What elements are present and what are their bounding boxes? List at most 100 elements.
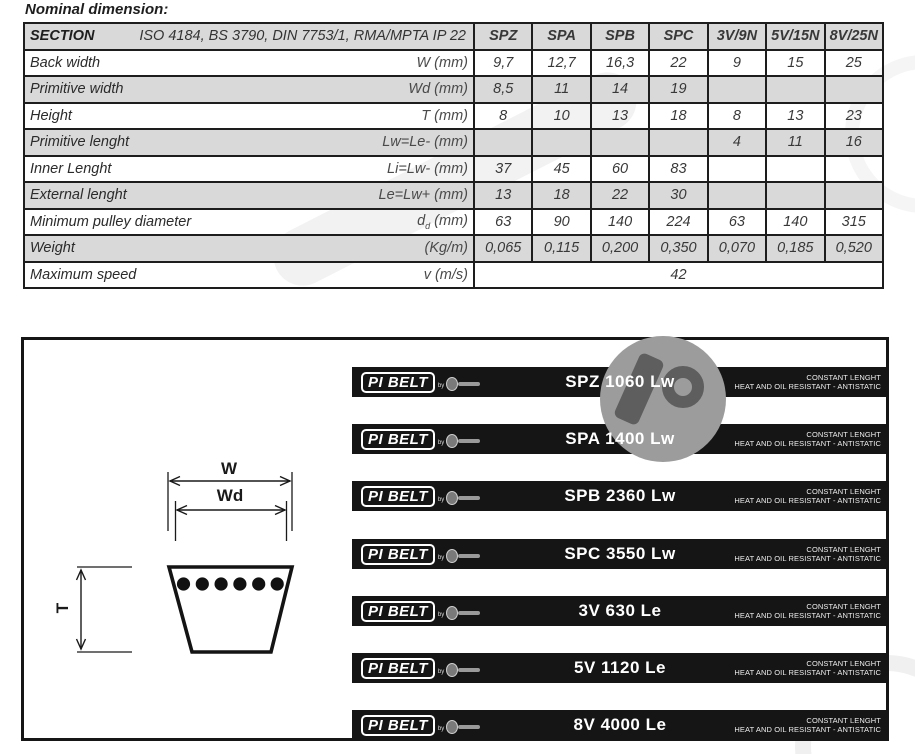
value-cell: 13 xyxy=(472,181,534,210)
row-label: External lenght xyxy=(30,187,127,204)
section-header-cell: SECTION ISO 4184, BS 3790, DIN 7753/1, R… xyxy=(23,22,475,51)
belt-properties-label: CONSTANT LENGHT HEAT AND OIL RESISTANT -… xyxy=(734,487,888,505)
pi-belt-logo: PI BELT xyxy=(361,657,435,679)
table-row: Height T (mm) 8 10 13 18 8 13 23 xyxy=(23,101,885,130)
pi-belt-logo: PI BELT xyxy=(361,714,435,736)
row-label: Primitive width xyxy=(30,81,124,98)
row-label: Maximum speed xyxy=(30,266,137,283)
value-cell: 140 xyxy=(765,207,826,236)
resistant-antistatic-label: HEAT AND OIL RESISTANT - ANTISTATIC xyxy=(734,668,881,677)
belt-code-label: 8V 4000 Le xyxy=(573,715,667,734)
row-label-cell: Maximum speed v (m/s) xyxy=(23,260,475,289)
brand-emblem-icon xyxy=(446,720,481,734)
table-row: Inner Lenght Li=Lw- (mm) 37 45 60 83 xyxy=(23,154,885,183)
row-unit: (Kg/m) xyxy=(424,240,469,257)
brand-emblem-icon xyxy=(446,377,481,391)
row-unit: T (mm) xyxy=(421,107,468,124)
belt-label-bar: PI BELT by 3V 630 Le CONSTANT LENGHT HEA… xyxy=(352,596,888,626)
row-unit: Li=Lw- (mm) xyxy=(387,160,468,177)
value-cell xyxy=(823,181,885,210)
wd-dimension-label: Wd xyxy=(217,486,243,505)
belt-label-bar: PI BELT by SPB 2360 Lw CONSTANT LENGHT H… xyxy=(352,481,888,511)
value-cell: 63 xyxy=(706,207,768,236)
value-cell: 83 xyxy=(648,154,709,183)
value-cell: 12,7 xyxy=(531,48,592,77)
value-cell: 22 xyxy=(589,181,651,210)
row-label-cell: Inner Lenght Li=Lw- (mm) xyxy=(23,154,475,183)
belt-properties-label: CONSTANT LENGHT HEAT AND OIL RESISTANT -… xyxy=(734,430,888,448)
value-cell: 10 xyxy=(531,101,592,130)
by-label: by xyxy=(437,612,445,618)
row-label: Weight xyxy=(30,240,75,257)
value-cell: 9 xyxy=(706,48,768,77)
brand-emblem-icon xyxy=(446,606,481,620)
row-label-cell: Minimum pulley diameter dd (mm) xyxy=(23,207,475,236)
row-unit: Wd (mm) xyxy=(408,81,468,98)
arrowhead-icon xyxy=(75,568,87,581)
row-unit: W (mm) xyxy=(416,54,468,71)
row-label: Minimum pulley diameter xyxy=(30,213,192,230)
value-cell: 16,3 xyxy=(589,48,651,77)
value-cell xyxy=(823,154,885,183)
arrowhead-icon xyxy=(274,504,287,516)
belt-properties-label: CONSTANT LENGHT HEAT AND OIL RESISTANT -… xyxy=(734,602,888,620)
belt-properties-label: CONSTANT LENGHT HEAT AND OIL RESISTANT -… xyxy=(734,373,888,391)
row-label-cell: Height T (mm) xyxy=(23,101,475,130)
value-cell: 0,115 xyxy=(531,234,592,263)
value-cell: 8,5 xyxy=(472,75,534,104)
row-unit: v (m/s) xyxy=(423,266,468,283)
resistant-antistatic-label: HEAT AND OIL RESISTANT - ANTISTATIC xyxy=(734,554,881,563)
w-dimension-label: W xyxy=(221,459,238,478)
value-cell xyxy=(472,128,534,157)
value-cell: 0,350 xyxy=(648,234,709,263)
row-unit: dd (mm) xyxy=(417,212,468,231)
value-cell: 14 xyxy=(589,75,651,104)
pi-belt-logo: PI BELT xyxy=(361,428,435,450)
column-header-8v-25n: 8V/25N xyxy=(823,22,885,51)
value-cell: 224 xyxy=(648,207,709,236)
row-label-cell: Back width W (mm) xyxy=(23,48,475,77)
belt-label-bar: PI BELT by 5V 1120 Le CONSTANT LENGHT HE… xyxy=(352,653,888,683)
value-cell: 60 xyxy=(589,154,651,183)
belt-code-label: SPC 3550 Lw xyxy=(564,544,676,563)
arrowhead-icon xyxy=(168,475,181,487)
value-cell: 13 xyxy=(589,101,651,130)
table-row: Weight (Kg/m) 0,065 0,115 0,200 0,350 0,070 0,1… xyxy=(23,234,885,263)
pi-belt-logo: PI BELT xyxy=(361,485,435,507)
value-cell xyxy=(589,128,651,157)
constant-lenght-label: CONSTANT LENGHT xyxy=(806,430,881,439)
arrowhead-icon xyxy=(175,504,188,516)
value-cell: 0,070 xyxy=(706,234,768,263)
value-cell: 315 xyxy=(823,207,885,236)
belt-code-label: SPZ 1060 Lw xyxy=(565,372,675,391)
row-label-cell: External lenght Le=Lw+ (mm) xyxy=(23,181,475,210)
value-cell xyxy=(823,75,885,104)
constant-lenght-label: CONSTANT LENGHT xyxy=(806,659,881,668)
value-cell: 18 xyxy=(648,101,709,130)
column-header-3v-9n: 3V/9N xyxy=(706,22,768,51)
constant-lenght-label: CONSTANT LENGHT xyxy=(806,487,881,496)
arrowhead-icon xyxy=(279,475,292,487)
constant-lenght-label: CONSTANT LENGHT xyxy=(806,602,881,611)
value-cell: 4 xyxy=(706,128,768,157)
column-header-spa: SPA xyxy=(531,22,592,51)
arrowhead-icon xyxy=(75,638,87,651)
value-cell: 13 xyxy=(765,101,826,130)
row-unit: Lw=Le- (mm) xyxy=(382,134,468,151)
value-cell: 18 xyxy=(531,181,592,210)
value-cell: 16 xyxy=(823,128,885,157)
belt-code-label: SPB 2360 Lw xyxy=(564,486,676,505)
cord-dots xyxy=(176,577,284,591)
brand-emblem-icon xyxy=(446,663,481,677)
table-row: Maximum speed v (m/s) 42 xyxy=(23,260,884,289)
belt-code-label: 5V 1120 Le xyxy=(574,658,666,677)
t-dimension-label: T xyxy=(53,602,72,613)
value-cell xyxy=(648,128,709,157)
by-label: by xyxy=(437,555,445,561)
resistant-antistatic-label: HEAT AND OIL RESISTANT - ANTISTATIC xyxy=(734,496,881,505)
by-label: by xyxy=(437,669,445,675)
value-cell: 42 xyxy=(473,260,884,289)
by-label: by xyxy=(437,383,445,389)
row-label-cell: Weight (Kg/m) xyxy=(23,234,475,263)
